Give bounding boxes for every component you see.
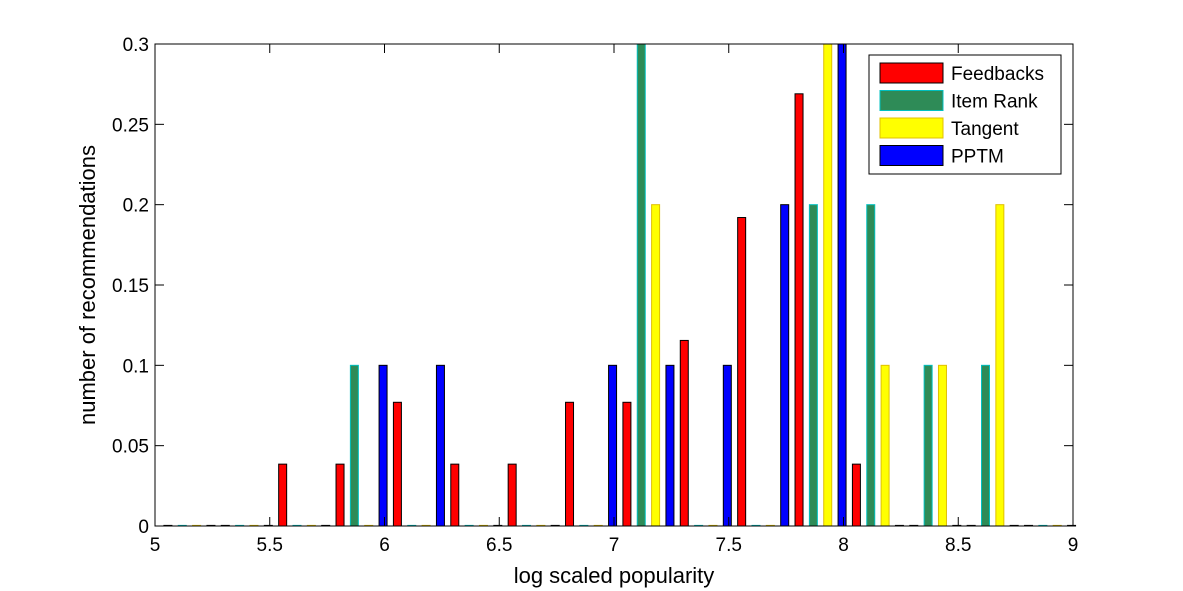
bar-tangent-14 [995, 204, 1005, 527]
bar-feedbacks-6 [507, 463, 517, 527]
bar-tangent-13 [937, 364, 947, 527]
bar-tangent-11 [823, 43, 833, 527]
legend-swatch-tangent [879, 117, 944, 139]
x-tick-label: 7.5 [716, 535, 742, 556]
legend: Feedbacks Item Rank Tangent PPTM [868, 54, 1062, 175]
x-tick-label: 9 [1068, 535, 1079, 556]
bar-item-rank-13 [923, 364, 933, 527]
bar-pptm-9 [722, 364, 732, 527]
bar-tangent-8 [651, 204, 661, 527]
bar-pptm-7 [608, 364, 618, 527]
bar-feedbacks-5 [450, 463, 460, 527]
bar-pptm-4 [435, 364, 445, 527]
legend-swatch-item-rank [879, 90, 944, 111]
bar-pptm-3 [378, 364, 388, 527]
y-tick-label: 0.2 [123, 196, 149, 217]
y-tick-label: 0.15 [112, 276, 149, 297]
x-tick-label: 5.5 [257, 535, 283, 556]
y-tick-label: 0.3 [123, 35, 149, 56]
bar-pptm-11 [837, 43, 847, 527]
bar-feedbacks-8 [622, 401, 632, 527]
bar-feedbacks-9 [679, 339, 689, 527]
legend-label-item-rank: Item Rank [951, 92, 1038, 113]
y-axis-label: number of recommendations [75, 145, 100, 425]
bar-item-rank-12 [866, 204, 876, 527]
bar-feedbacks-7 [565, 401, 575, 527]
legend-label-feedbacks: Feedbacks [951, 64, 1044, 85]
x-tick-label: 6 [379, 535, 390, 556]
x-tick-label: 5 [150, 535, 161, 556]
x-tick-label: 8.5 [945, 535, 971, 556]
x-tick-label: 8 [838, 535, 849, 556]
bar-feedbacks-4 [392, 401, 402, 527]
bar-item-rank-14 [981, 364, 990, 527]
x-axis-label: log scaled popularity [514, 563, 715, 588]
x-tick-label: 6.5 [486, 535, 512, 556]
bar-pptm-8 [665, 364, 675, 527]
bar-item-rank-11 [808, 204, 818, 527]
bars-layer [163, 43, 1077, 527]
y-tick-label: 0.05 [112, 437, 149, 458]
bar-feedbacks-12 [851, 463, 861, 527]
legend-swatch-pptm [879, 145, 944, 166]
y-tick-label: 0.25 [112, 115, 149, 136]
bar-item-rank-8 [636, 43, 646, 527]
bar-feedbacks-2 [278, 463, 288, 527]
bar-feedbacks-11 [794, 93, 804, 527]
y-axis-ticks: 0 0.05 0.1 0.15 0.2 0.25 0.3 [112, 35, 1073, 538]
y-tick-label: 0 [138, 517, 149, 538]
bar-item-rank-3 [349, 364, 359, 527]
bar-feedbacks-10 [737, 217, 747, 527]
y-tick-label: 0.1 [123, 356, 149, 377]
bar-pptm-10 [780, 204, 790, 527]
legend-swatch-feedbacks [879, 62, 944, 84]
bar-tangent-12 [880, 364, 890, 527]
x-tick-label: 7 [609, 535, 620, 556]
legend-label-tangent: Tangent [951, 119, 1019, 140]
x-axis-ticks: 5 5.5 6 6.5 7 7.5 8 8.5 9 [150, 44, 1079, 556]
bar-feedbacks-3 [335, 463, 345, 527]
legend-label-pptm: PPTM [951, 147, 1004, 168]
